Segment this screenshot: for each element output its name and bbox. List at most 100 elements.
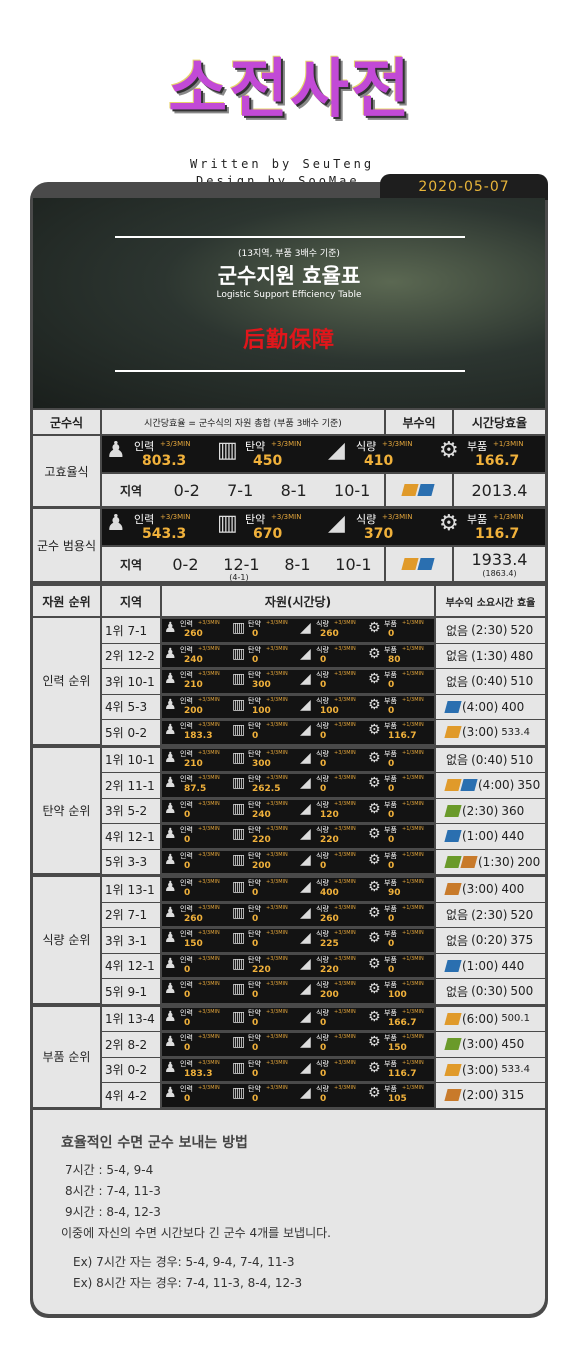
bonus-eff: 533.4: [501, 1064, 530, 1076]
manpower-icon: ♟: [164, 879, 177, 895]
resource-value: 0: [252, 990, 259, 1000]
resource-value: 183.3: [184, 731, 213, 741]
resource-name: 인력: [180, 904, 193, 913]
resource-strip: ♟ 인력 +3/3MIN 0 ▥ 탄약 +3/3MIN 220 ◢ 식량 +3/3MIN 220 ⚙ 부품…: [162, 954, 434, 977]
bonus-cell: (3:00) 400: [436, 877, 545, 902]
ammo-icon: ▥: [232, 671, 246, 687]
resource-name: 인력: [180, 749, 193, 758]
resource-strip: ♟ 인력 +3/3MIN 240 ▥ 탄약 +3/3MIN 0 ◢ 식량 +3/3MIN 0 ⚙ 부품 +1…: [162, 644, 434, 667]
manpower-icon: ♟: [164, 1085, 177, 1101]
rank-label: 5위 3-3: [102, 849, 160, 874]
ration-icon: ◢: [300, 879, 311, 895]
resource-value: 150: [388, 1043, 407, 1053]
resource-rate: +3/3MIN: [198, 671, 220, 677]
resource-name: 부품: [384, 800, 397, 809]
bonus-time: (2:00): [462, 1088, 499, 1103]
ticket-icon: [401, 558, 419, 570]
resource-value: 0: [252, 629, 259, 639]
resource-name: 부품: [384, 645, 397, 654]
resource-rate: +1/3MIN: [402, 826, 424, 832]
resource-rate: +3/3MIN: [334, 930, 356, 936]
bonus-time: (0:40): [471, 752, 508, 767]
resource-rate: +1/3MIN: [402, 851, 424, 858]
resource-rate: +1/3MIN: [402, 800, 424, 807]
bonus-time: (1:30): [471, 648, 508, 663]
resource-name: 부품: [384, 851, 397, 860]
ammo-icon: ▥: [232, 1008, 246, 1025]
rank-label: 1위 13-1: [102, 877, 160, 902]
ration-icon: ◢: [300, 930, 311, 946]
ticket-icon: [444, 1089, 462, 1102]
ration-icon: ◢: [300, 800, 311, 817]
resource-name: 탄약: [248, 800, 261, 809]
ticket-icon: [444, 700, 462, 713]
banner-chinese: 后勤保障: [242, 328, 335, 353]
parts-icon: ⚙: [368, 826, 381, 842]
bonus-eff: 510: [510, 752, 534, 767]
parts-icon: ⚙: [368, 671, 381, 687]
resource-value: 0: [320, 1043, 327, 1053]
resource-rate: +3/3MIN: [266, 826, 288, 832]
resource-name: 탄약: [248, 696, 261, 705]
resource-name: 인력: [134, 513, 155, 526]
bonus-cell: (6:00) 500.1: [436, 1006, 545, 1031]
resource-name: 인력: [180, 1034, 193, 1042]
resource-rate: +1/3MIN: [402, 696, 424, 703]
resource-rate: +3/3MIN: [198, 749, 220, 756]
ammo-icon: ▥: [232, 1085, 246, 1101]
rank-label: 4위 4-2: [102, 1083, 160, 1108]
bonus-cell: 없음 (0:20) 375: [436, 928, 545, 953]
rank-label: 1위 7-1: [102, 618, 160, 643]
bonus-eff: 500: [510, 984, 534, 999]
parts-icon: ⚙: [368, 930, 381, 946]
resource-value: 116.7: [388, 731, 417, 741]
bonus-time: (4:00): [462, 699, 499, 714]
ticket-icon: [460, 779, 478, 792]
group-name: 부품 순위: [33, 1006, 100, 1107]
resource-value: 0: [252, 1068, 259, 1079]
resource-name: 식량: [316, 1059, 329, 1068]
resource-value: 0: [184, 860, 191, 871]
resource-strip: ♟ 인력 +3/3MIN 210 ▥ 탄약 +3/3MIN 300 ◢ 식량 +3/3MIN 0 ⚙ 부품…: [162, 748, 434, 771]
ticket-icon: [444, 779, 462, 792]
resource-rate: +3/3MIN: [266, 981, 288, 987]
resource-name: 인력: [180, 645, 193, 654]
bonus-eff: 400: [501, 882, 525, 897]
resource-value: 0: [184, 964, 191, 975]
bonus-eff: 440: [501, 958, 525, 973]
ammo-icon: ▥: [217, 511, 238, 536]
resource-value: 543.3: [142, 526, 187, 542]
formula-general-resources: ♟ 인력 +3/3MIN 543.3 ▥ 탄약 +3/3MIN 670 ◢ 식량 +3/3MIN 37…: [102, 509, 545, 545]
banner-english: Logistic Support Efficiency Table: [216, 290, 362, 300]
resource-name: 식량: [356, 440, 377, 453]
resource-rate: +3/3MIN: [334, 879, 356, 885]
manpower-icon: ♟: [164, 1008, 177, 1025]
ration-icon: ◢: [300, 722, 311, 738]
footer-line: 이중에 자신의 수면 시간보다 긴 군수 4개를 보냅니다.: [61, 1226, 331, 1240]
bonus-text: 없음: [446, 908, 469, 923]
ration-icon: ◢: [300, 1059, 311, 1076]
resource-rate: +1/3MIN: [402, 645, 424, 652]
resource-rate: +3/3MIN: [334, 1085, 356, 1091]
formula-high-eff: 2013.4: [454, 474, 545, 506]
rank-region-header: 지역: [102, 586, 160, 616]
ticket-icon: [444, 726, 462, 739]
resource-name: 식량: [356, 513, 377, 526]
credit-writer: Written by SeuTeng: [190, 157, 375, 171]
resource-rate: +3/3MIN: [334, 696, 356, 703]
rank-label: 2위 11-1: [102, 773, 160, 798]
ration-icon: ◢: [300, 749, 311, 766]
resource-value: 0: [388, 784, 395, 794]
resource-rate: +3/3MIN: [334, 749, 356, 756]
resource-rate: +3/3MIN: [334, 904, 356, 911]
ration-icon: ◢: [300, 1085, 311, 1101]
rank-label: 5위 0-2: [102, 720, 160, 745]
resource-rate: +1/3MIN: [493, 440, 524, 448]
resource-name: 부품: [467, 440, 488, 453]
ration-icon: ◢: [300, 1008, 311, 1025]
resource-name: 부품: [384, 904, 397, 913]
resource-value: 225: [320, 939, 339, 949]
formula-high-resources: ♟ 인력 +3/3MIN 803.3 ▥ 탄약 +3/3MIN 450 ◢ 식량 +3/3MIN 41…: [102, 436, 545, 472]
bonus-text: 없음: [446, 623, 469, 638]
resource-name: 탄약: [248, 775, 261, 783]
